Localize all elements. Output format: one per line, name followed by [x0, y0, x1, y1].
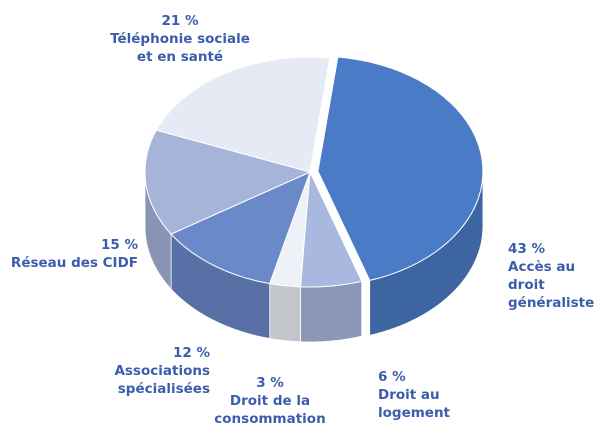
category-label: Droit au logement: [378, 387, 451, 421]
value-label: 6 %: [378, 369, 406, 385]
slice-label: 15 % Réseau des CIDF: [11, 236, 138, 272]
category-label: Droit de la consommation: [214, 393, 326, 427]
value-label: 21 %: [161, 13, 199, 29]
slice: [144, 129, 312, 235]
slice: [170, 171, 311, 285]
category-label: Réseau des CIDF: [10, 255, 138, 271]
slice: [299, 170, 363, 288]
slice: [317, 56, 484, 281]
slice-label: 21 % Téléphonie sociale et en santé: [60, 12, 300, 66]
slice-label: 3 % Droit de la consommation: [200, 374, 340, 428]
slice-side: [300, 280, 363, 343]
value-label: 43 %: [508, 241, 546, 257]
value-label: 12 %: [172, 345, 210, 361]
category-label: Associations spécialisées: [114, 363, 210, 397]
value-label: 3 %: [256, 375, 284, 391]
slice-label: 6 % Droit au logement: [378, 368, 450, 422]
category-label: Accès au droit généraliste: [508, 259, 595, 311]
slice: [155, 56, 331, 173]
value-label: 15 %: [100, 237, 138, 253]
slice-side: [269, 283, 301, 343]
slice-label: 43 % Accès au droit généraliste: [508, 240, 616, 312]
category-label: Téléphonie sociale et en santé: [110, 31, 250, 65]
slice-label: 12 % Associations spécialisées: [114, 344, 210, 398]
